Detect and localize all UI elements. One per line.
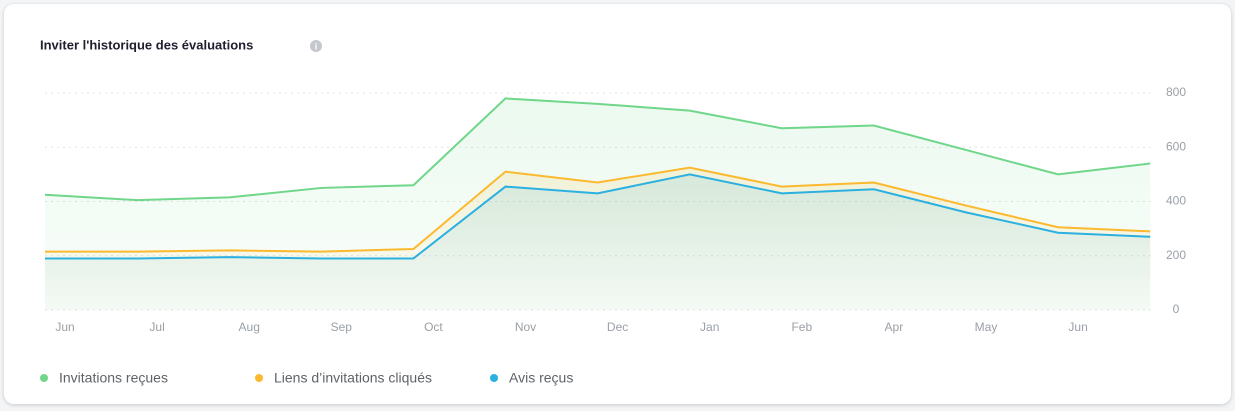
info-icon-glyph: i bbox=[315, 41, 318, 51]
x-tick-label: Jun bbox=[55, 320, 74, 334]
legend-marker bbox=[40, 374, 48, 382]
line bbox=[45, 166, 1151, 253]
x-tick-label: Dec bbox=[607, 320, 628, 334]
legend-marker bbox=[490, 374, 498, 382]
x-tick-label: Sep bbox=[331, 320, 353, 334]
chart: Inviter l'historique des évaluations i 0… bbox=[40, 37, 1186, 386]
y-tick-label: 600 bbox=[1166, 139, 1186, 153]
y-tick-label: 800 bbox=[1166, 85, 1186, 99]
line bbox=[45, 173, 1151, 260]
y-tick-label: 0 bbox=[1173, 302, 1180, 316]
y-tick-label: 400 bbox=[1166, 194, 1186, 208]
x-tick-label: Feb bbox=[791, 320, 812, 334]
chart-title: Inviter l'historique des évaluations bbox=[40, 37, 253, 52]
legend-label: Liens d’invitations cliqués bbox=[274, 370, 432, 386]
info-icon[interactable] bbox=[310, 40, 322, 52]
x-tick-label: Oct bbox=[424, 320, 443, 334]
legend-label: Invitations reçues bbox=[59, 370, 168, 386]
legend-label: Avis reçus bbox=[509, 370, 573, 386]
x-tick-label: Nov bbox=[515, 320, 536, 334]
x-tick-label: Aug bbox=[239, 320, 260, 334]
x-tick-label: Jan bbox=[700, 320, 719, 334]
x-tick-label: Jun bbox=[1068, 320, 1087, 334]
x-tick-label: May bbox=[975, 320, 998, 334]
card: Inviter l'historique des évaluations i 0… bbox=[4, 4, 1231, 404]
legend-marker bbox=[255, 374, 263, 382]
line bbox=[44, 97, 1151, 202]
x-tick-label: Apr bbox=[885, 320, 904, 334]
y-tick-label: 200 bbox=[1166, 248, 1186, 262]
x-tick-label: Jul bbox=[149, 320, 164, 334]
area bbox=[45, 174, 1151, 310]
